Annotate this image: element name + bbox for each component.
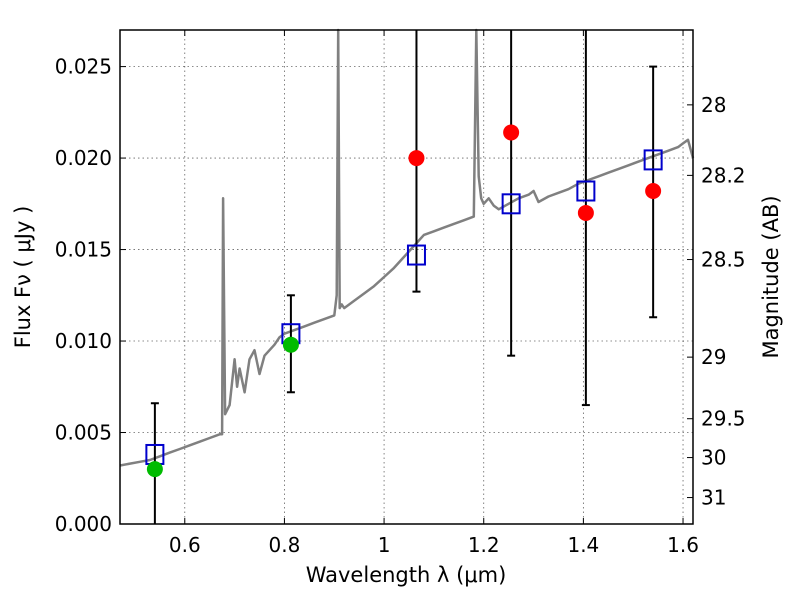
- y2-tick-label: 30: [701, 446, 726, 470]
- model-square-marker: [643, 149, 663, 171]
- y2-tick-label: 29.5: [701, 407, 746, 431]
- y2-tick-label: 28.5: [701, 248, 746, 272]
- spectrum-series: [119, 28, 695, 467]
- detection-marker: [282, 336, 299, 353]
- upper-limit-marker: [577, 204, 594, 221]
- x-tick-label: 1.4: [567, 533, 599, 557]
- model-square-marker: [576, 180, 596, 202]
- detection-marker: [146, 461, 163, 478]
- y2-tick-label: 28.2: [701, 163, 746, 187]
- markers: [145, 124, 663, 478]
- x-tick-label: 1: [378, 533, 391, 557]
- y-tick-label: 0.020: [55, 146, 112, 170]
- x-axis-ticks: 0.6 0.8 1 1.2 1.4 1.6: [169, 30, 699, 557]
- spectrum-line: [119, 28, 695, 467]
- x-tick-label: 0.8: [269, 533, 301, 557]
- x-axis-label: Wavelength λ (μm): [306, 563, 507, 587]
- y-axis-ticks: 0.000 0.005 0.010 0.015 0.020 0.025: [55, 55, 126, 536]
- y-tick-label: 0.000: [55, 512, 112, 536]
- errorbars: [150, 30, 658, 524]
- y-tick-label: 0.025: [55, 55, 112, 79]
- x-tick-label: 1.2: [468, 533, 500, 557]
- y-tick-label: 0.005: [55, 421, 112, 445]
- upper-limit-marker: [408, 150, 425, 167]
- plot-frame: [119, 29, 694, 525]
- y2-tick-label: 29: [701, 345, 726, 369]
- y-tick-label: 0.010: [55, 329, 112, 353]
- y2-axis-label: Magnitude (AB): [759, 195, 783, 358]
- y2-tick-label: 28: [701, 93, 726, 117]
- x-tick-label: 0.6: [169, 533, 201, 557]
- y-tick-label: 0.015: [55, 238, 112, 262]
- model-square-marker: [501, 193, 521, 215]
- y2-axis-ticks: 28 28.2 28.5 29 29.5 30 31: [687, 93, 746, 510]
- upper-limit-marker: [503, 124, 520, 141]
- model-square-marker: [406, 244, 426, 266]
- y-axis-label: Flux Fν ( μJy ): [11, 206, 35, 349]
- x-tick-label: 1.6: [667, 533, 699, 557]
- y2-tick-label: 31: [701, 486, 726, 510]
- grid: [120, 30, 693, 525]
- upper-limit-marker: [645, 183, 662, 200]
